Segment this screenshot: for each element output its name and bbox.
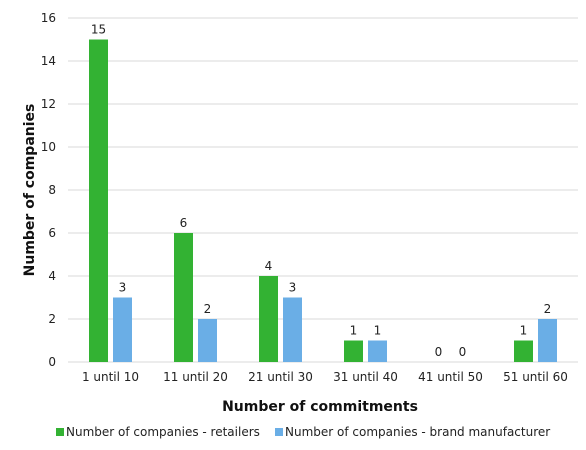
bar-brand-manufacturer [368, 340, 387, 362]
data-label: 1 [374, 324, 382, 338]
data-labels: 15 3 6 2 4 3 1 1 0 0 1 2 [91, 23, 551, 360]
x-axis-title: Number of commitments [222, 399, 418, 415]
data-label: 1 [520, 324, 528, 338]
bar-retailers [514, 340, 533, 362]
y-tick-label: 6 [48, 226, 56, 240]
bar-retailers [259, 276, 278, 362]
data-label: 0 [459, 345, 467, 359]
data-label: 6 [180, 216, 188, 230]
y-tick-label: 0 [48, 355, 56, 369]
legend-label-retailers: Number of companies - retailers [66, 425, 260, 439]
bar-retailers [174, 233, 193, 362]
x-tick-label: 41 until 50 [418, 370, 483, 384]
bar-retailers [344, 340, 363, 362]
y-axis-title: Number of companies [22, 104, 38, 277]
data-label: 15 [91, 23, 106, 37]
legend: Number of companies - retailers Number o… [56, 425, 550, 439]
bar-brand-manufacturer [283, 297, 302, 362]
x-tick-label: 31 until 40 [333, 370, 398, 384]
x-tick-label: 1 until 10 [82, 370, 139, 384]
y-tick-label: 10 [41, 140, 56, 154]
data-label: 1 [350, 324, 358, 338]
data-label: 2 [544, 302, 552, 316]
x-tick-label: 21 until 30 [248, 370, 313, 384]
bar-retailers [89, 39, 108, 362]
bar-brand-manufacturer [198, 319, 217, 362]
data-label: 3 [119, 281, 127, 295]
y-tick-label: 16 [41, 11, 56, 25]
y-tick-label: 8 [48, 183, 56, 197]
bar-brand-manufacturer [538, 319, 557, 362]
legend-label-brand-manufacturer: Number of companies - brand manufacturer [285, 425, 550, 439]
y-tick-label: 12 [41, 97, 56, 111]
data-label: 3 [289, 281, 297, 295]
bars [89, 39, 557, 362]
y-tick-label: 14 [41, 54, 56, 68]
data-label: 0 [435, 345, 443, 359]
gridlines [68, 17, 578, 363]
data-label: 2 [204, 302, 212, 316]
x-tick-label: 11 until 20 [163, 370, 228, 384]
legend-swatch-retailers [56, 428, 64, 436]
legend-swatch-brand-manufacturer [275, 428, 283, 436]
y-tick-label: 2 [48, 312, 56, 326]
x-tick-labels: 1 until 10 11 until 20 21 until 30 31 until… [82, 370, 568, 384]
y-tick-labels: 0 2 4 6 8 10 12 14 16 [41, 11, 56, 369]
bar-brand-manufacturer [113, 297, 132, 362]
data-label: 4 [265, 259, 273, 273]
x-tick-label: 51 until 60 [503, 370, 568, 384]
y-tick-label: 4 [48, 269, 56, 283]
